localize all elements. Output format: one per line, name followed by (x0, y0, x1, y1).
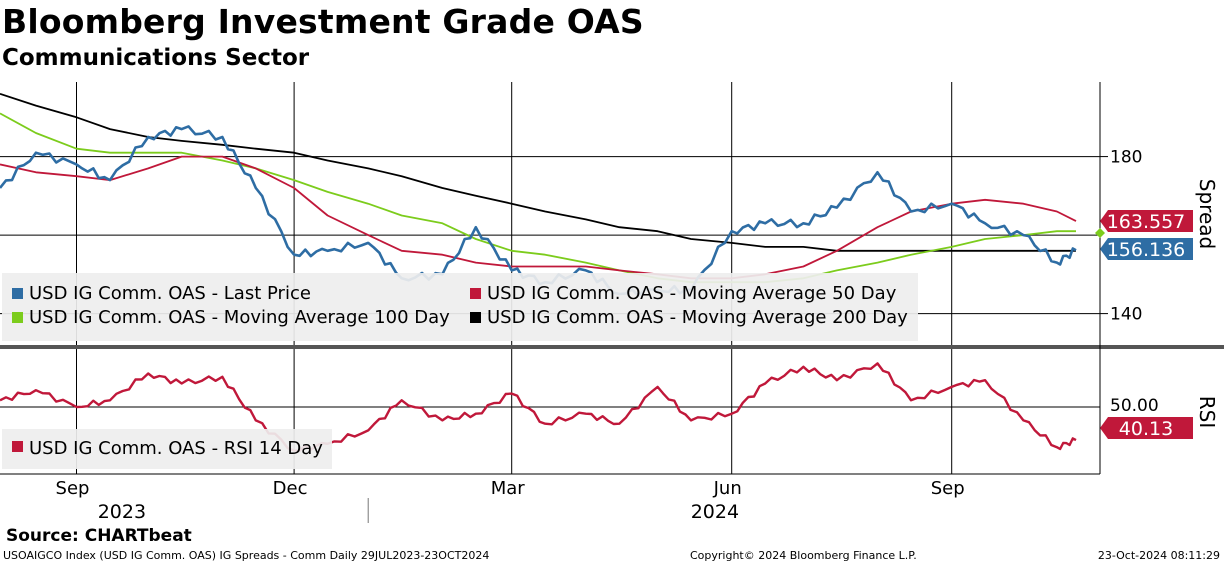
marker-ma100 (1095, 228, 1105, 238)
chart-subtitle: Communications Sector (2, 45, 310, 71)
value-labels: 163.557 156.136 40.13 (1095, 210, 1193, 440)
series-line-ma100 (0, 112, 1076, 284)
value-tag-ma50-text: 163.557 (1107, 211, 1186, 233)
y-axis-title-rsi: RSI (1195, 396, 1219, 429)
legend-swatch (470, 312, 481, 323)
value-tag-rsi-text: 40.13 (1119, 418, 1173, 440)
series-line-rsi (0, 362, 1077, 452)
source-note: Source: CHARTbeat (6, 526, 192, 546)
y-axis-title-spread: Spread (1195, 179, 1219, 249)
value-tag-rsi-shape (1100, 417, 1193, 439)
x-tick-label: Jun (713, 478, 742, 499)
series-lines (0, 92, 1077, 452)
legend-entry: USD IG Comm. OAS - Moving Average 50 Day (487, 283, 897, 304)
legend-swatch (12, 288, 23, 299)
series-line-ma200 (0, 92, 1076, 252)
legend-entry: USD IG Comm. OAS - Moving Average 100 Da… (29, 307, 450, 328)
y-tick-label: 180 (1110, 148, 1142, 168)
x-tick-label: Mar (491, 478, 526, 499)
y-tick-label: 140 (1110, 305, 1142, 325)
x-tick-label: Sep (931, 478, 965, 499)
panel-separator (0, 345, 1224, 349)
legend-swatch (12, 441, 23, 452)
legend-swatch (470, 288, 481, 299)
legend-entry: USD IG Comm. OAS - Last Price (29, 283, 311, 304)
value-tag-last: 156.136 (1100, 238, 1193, 261)
legend-entry: USD IG Comm. OAS - RSI 14 Day (29, 438, 323, 459)
x-tick-label: Dec (273, 478, 308, 499)
value-tag-ma50-shape (1100, 210, 1193, 232)
year-label: 2024 (691, 501, 739, 523)
legend-box-rsi (2, 429, 332, 469)
value-tag-ma50: 163.557 (1100, 210, 1193, 233)
copyright: Copyright© 2024 Bloomberg Finance L.P. (690, 549, 917, 562)
legend-entry: USD IG Comm. OAS - Moving Average 200 Da… (487, 307, 908, 328)
axes: 140 180 50.00 Spread RSI Sep Dec Mar Jun Sep 2023 2… (0, 82, 1219, 523)
year-label: 2023 (98, 501, 146, 523)
legend-swatch (12, 312, 23, 323)
index-info: USOAIGCO Index (USD IG Comm. OAS) IG Spr… (3, 549, 490, 562)
value-tag-last-text: 156.136 (1107, 239, 1186, 261)
x-tick-label: Sep (56, 478, 90, 499)
y-tick-label: 50.00 (1110, 396, 1159, 416)
timestamp: 23-Oct-2024 08:11:29 (1097, 549, 1220, 562)
value-tag-last-shape (1100, 238, 1193, 260)
series-line-ma50 (0, 155, 1077, 280)
chart-title: Bloomberg Investment Grade OAS (2, 2, 644, 41)
legend: USD IG Comm. OAS - Last Price USD IG Comm… (2, 273, 918, 469)
value-tag-rsi: 40.13 (1100, 417, 1193, 440)
legend-box (2, 273, 918, 341)
